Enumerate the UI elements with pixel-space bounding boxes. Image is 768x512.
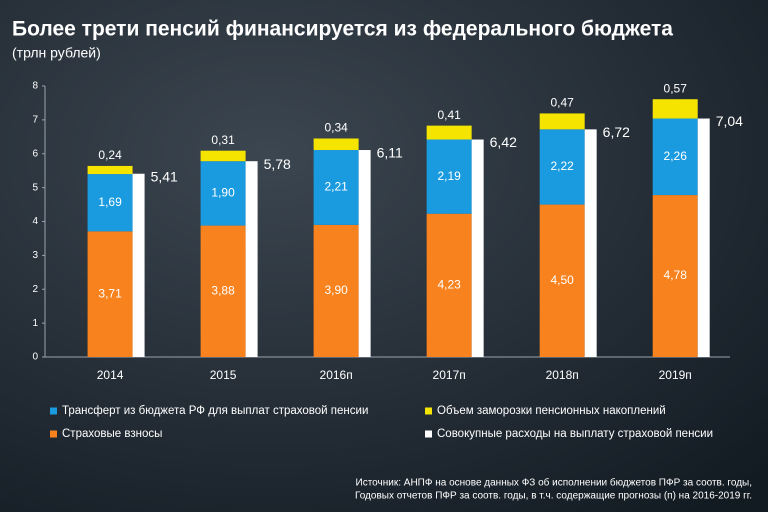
total-label: 6,11 — [377, 145, 403, 161]
data-label: 4,23 — [437, 278, 461, 292]
y-tick-label: 4 — [32, 216, 38, 227]
bar-segment — [200, 161, 246, 226]
total-label: 5,41 — [151, 168, 178, 184]
chart-subtitle: (трлн рублей) — [12, 45, 101, 61]
total-bar — [132, 173, 145, 357]
data-label: 3,71 — [98, 286, 122, 300]
data-label: 4,50 — [550, 273, 574, 287]
legend-swatch — [425, 430, 432, 438]
x-tick-label: 2014 — [97, 368, 124, 382]
data-label: 0,47 — [550, 96, 574, 110]
bar-segment — [539, 204, 585, 357]
data-label: 0,34 — [324, 121, 348, 135]
bar-segment — [87, 165, 133, 175]
data-label: 4,78 — [664, 268, 688, 282]
legend-label: Объем заморозки пенсионных накоплений — [437, 405, 666, 417]
chart-title: Более трети пенсий финансируется из феде… — [12, 18, 673, 41]
data-label: 3,90 — [324, 283, 348, 297]
total-label: 6,72 — [603, 124, 630, 140]
total-label: 7,04 — [716, 113, 743, 129]
data-label: 3,88 — [211, 283, 235, 297]
legend-label: Страховые взносы — [62, 428, 162, 440]
data-label: 2,21 — [324, 180, 348, 194]
legend-label: Трансферт из бюджета РФ для выплат страх… — [62, 405, 368, 417]
x-tick-label: 2019п — [659, 368, 692, 382]
bar-segment — [652, 195, 698, 357]
legend-label: Совокупные расходы на выплату страховой … — [437, 428, 713, 440]
bar-segment — [652, 99, 698, 119]
x-tick-label: 2016п — [320, 368, 353, 382]
total-bar — [471, 139, 484, 357]
bar-segment — [426, 213, 472, 357]
bar-segment — [200, 150, 246, 162]
y-tick-label: 2 — [32, 284, 38, 295]
y-tick-label: 5 — [32, 182, 38, 193]
legend-swatch — [425, 407, 432, 415]
total-bar — [358, 150, 371, 357]
y-tick-label: 0 — [32, 352, 38, 363]
y-tick-label: 6 — [32, 148, 38, 159]
source-note: Годовых отчетов ПФР за соотв. годы, в т.… — [355, 491, 752, 502]
bar-segment — [539, 129, 585, 205]
y-tick-label: 1 — [32, 318, 38, 329]
data-label: 2,19 — [437, 169, 461, 183]
data-label: 1,69 — [98, 195, 122, 209]
data-label: 0,24 — [98, 148, 122, 162]
bar-segment — [200, 225, 246, 357]
bar-segment — [426, 139, 472, 214]
bar-segment — [652, 118, 698, 196]
legend-swatch — [50, 407, 57, 415]
total-label: 6,42 — [490, 134, 517, 150]
legend-swatch — [50, 430, 57, 438]
bar-segment — [313, 150, 359, 225]
data-label: 0,41 — [437, 108, 461, 122]
data-label: 2,26 — [664, 149, 688, 163]
data-label: 2,22 — [550, 159, 574, 173]
y-tick-label: 7 — [32, 115, 38, 126]
data-label: 0,31 — [211, 133, 235, 147]
y-tick-label: 8 — [32, 81, 38, 92]
total-bar — [245, 161, 258, 357]
bar-segment — [426, 125, 472, 140]
bar-segment — [87, 174, 133, 232]
bar-segment — [313, 224, 359, 357]
total-bar — [697, 118, 710, 358]
x-tick-label: 2015 — [210, 368, 237, 382]
total-label: 5,78 — [264, 156, 291, 172]
bar-segment — [313, 138, 359, 151]
total-bar — [584, 129, 597, 357]
source-note: Источник: АНПФ на основе данных ФЗ об ис… — [356, 477, 752, 489]
x-tick-label: 2017п — [433, 368, 466, 382]
data-label: 1,90 — [211, 186, 235, 200]
y-tick-label: 3 — [32, 250, 38, 261]
bar-segment — [87, 231, 133, 357]
bar-segment — [539, 113, 585, 130]
x-tick-label: 2018п — [546, 368, 579, 382]
data-label: 0,57 — [664, 81, 688, 95]
